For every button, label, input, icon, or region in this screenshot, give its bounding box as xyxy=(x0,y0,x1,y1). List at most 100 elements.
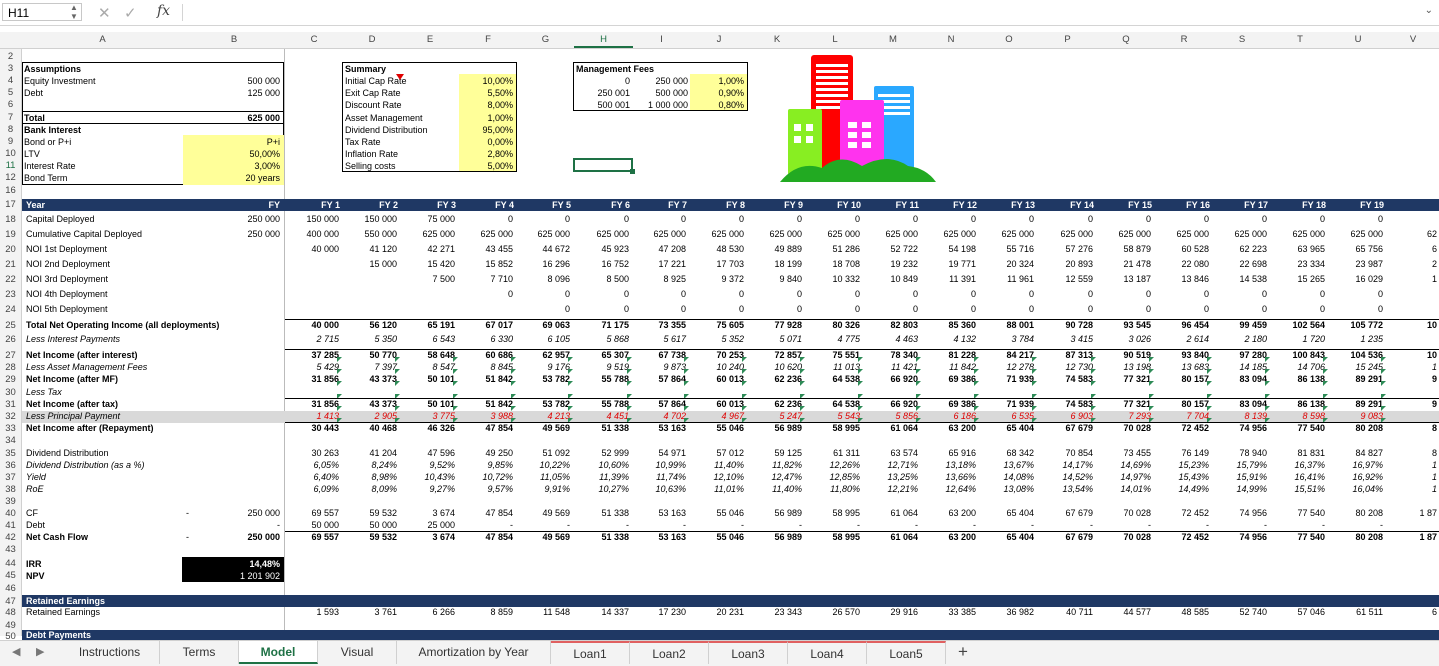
table-cell[interactable]: 5 868 xyxy=(606,334,629,344)
error-flag-icon[interactable] xyxy=(627,381,632,386)
table-cell[interactable]: 74 956 xyxy=(1239,532,1267,542)
table-cell[interactable]: 49 250 xyxy=(485,448,513,458)
table-cell[interactable]: 9,27% xyxy=(429,484,455,494)
table-cell[interactable]: 0 xyxy=(680,304,686,314)
table-cell[interactable]: 93 545 xyxy=(1123,320,1151,330)
table-cell[interactable]: 54 198 xyxy=(948,244,976,254)
table-cell[interactable]: 0 xyxy=(1261,214,1267,224)
table-cell[interactable]: 4 132 xyxy=(953,334,976,344)
sheet-tab-loan5[interactable]: Loan5 xyxy=(867,641,946,664)
table-cell[interactable]: 78 940 xyxy=(1239,448,1267,458)
table-cell[interactable]: - xyxy=(1148,520,1151,530)
table-cell[interactable]: 45 923 xyxy=(601,244,629,254)
table-cell[interactable]: 8 139 xyxy=(1244,411,1267,421)
table-cell[interactable]: 5 543 xyxy=(837,411,860,421)
error-flag-icon[interactable] xyxy=(858,394,863,399)
table-cell[interactable]: 72 857 xyxy=(774,350,802,360)
table-cell[interactable]: 1 235 xyxy=(1360,334,1383,344)
table-cell[interactable]: 16 296 xyxy=(542,259,570,269)
table-cell[interactable]: 6 330 xyxy=(490,334,513,344)
table-cell[interactable]: 8 500 xyxy=(606,274,629,284)
error-flag-icon[interactable] xyxy=(1091,418,1096,423)
table-cell[interactable]: 21 478 xyxy=(1123,259,1151,269)
table-cell[interactable]: 81 831 xyxy=(1297,448,1325,458)
error-flag-icon[interactable] xyxy=(1149,418,1154,423)
table-cell[interactable]: 69 386 xyxy=(948,399,976,409)
table-cell[interactable]: 44 672 xyxy=(542,244,570,254)
row-header-32[interactable]: 32 xyxy=(5,411,16,422)
table-cell[interactable]: 23 334 xyxy=(1297,259,1325,269)
column-header-q[interactable]: Q xyxy=(1122,34,1130,45)
row-header-31[interactable]: 31 xyxy=(5,399,16,410)
table-cell[interactable]: 13 846 xyxy=(1181,274,1209,284)
table-cell[interactable]: 10,63% xyxy=(655,484,686,494)
row-overflow-cell[interactable]: 1 xyxy=(1431,460,1437,470)
error-flag-icon[interactable] xyxy=(337,418,342,423)
table-cell[interactable]: 67 679 xyxy=(1065,423,1093,433)
table-cell[interactable]: 57 012 xyxy=(716,448,744,458)
error-flag-icon[interactable] xyxy=(1207,406,1212,411)
table-cell[interactable]: 14 337 xyxy=(601,607,629,617)
sheet-tab-model[interactable]: Model xyxy=(239,641,318,664)
table-cell[interactable]: 0 xyxy=(1319,214,1325,224)
table-cell[interactable]: 150 000 xyxy=(364,214,397,224)
table-cell[interactable]: 59 532 xyxy=(369,508,397,518)
row-header-24[interactable]: 24 xyxy=(5,304,16,315)
table-cell[interactable]: 15 245 xyxy=(1355,362,1383,372)
row-header-12[interactable]: 12 xyxy=(5,172,16,183)
column-header-f[interactable]: F xyxy=(485,34,491,45)
column-header-l[interactable]: L xyxy=(832,34,838,45)
fee-to[interactable]: 250 000 xyxy=(655,76,688,86)
table-cell[interactable]: 22 080 xyxy=(1181,259,1209,269)
table-cell[interactable]: 13,66% xyxy=(945,472,976,482)
error-flag-icon[interactable] xyxy=(1032,369,1037,374)
table-cell[interactable]: 100 843 xyxy=(1292,350,1325,360)
table-cell[interactable]: 0 xyxy=(1087,214,1093,224)
table-cell[interactable]: 0 xyxy=(1145,214,1151,224)
table-cell[interactable]: 14,99% xyxy=(1236,484,1267,494)
column-header-k[interactable]: K xyxy=(773,34,781,45)
table-cell[interactable]: 0 xyxy=(738,214,744,224)
table-cell[interactable]: 70 028 xyxy=(1123,532,1151,542)
error-flag-icon[interactable] xyxy=(1323,369,1328,374)
column-header-n[interactable]: N xyxy=(947,34,955,45)
summary-value[interactable]: 2,80% xyxy=(487,149,513,160)
table-cell[interactable]: 71 175 xyxy=(601,320,629,330)
table-cell[interactable]: 13,08% xyxy=(1003,484,1034,494)
table-cell[interactable]: 10,27% xyxy=(598,484,629,494)
table-cell[interactable]: 8 547 xyxy=(432,362,455,372)
table-cell[interactable]: - xyxy=(1090,520,1093,530)
error-flag-icon[interactable] xyxy=(568,394,573,399)
error-flag-icon[interactable] xyxy=(627,394,632,399)
table-cell[interactable]: 50 101 xyxy=(427,374,455,384)
fee-to[interactable]: 1 000 000 xyxy=(647,100,688,110)
table-cell[interactable]: 17 230 xyxy=(658,607,686,617)
sheet-tab-loan3[interactable]: Loan3 xyxy=(709,641,788,664)
row-header-34[interactable]: 34 xyxy=(5,435,16,446)
table-cell[interactable]: 14 706 xyxy=(1297,362,1325,372)
table-cell[interactable]: 77 540 xyxy=(1297,508,1325,518)
table-cell[interactable]: 61 064 xyxy=(890,423,918,433)
table-cell[interactable]: 51 842 xyxy=(485,399,513,409)
table-cell[interactable]: 70 854 xyxy=(1065,448,1093,458)
column-header-t[interactable]: T xyxy=(1297,34,1303,45)
table-cell[interactable]: 625 000 xyxy=(1176,229,1209,239)
row-header-40[interactable]: 40 xyxy=(5,508,16,519)
table-cell[interactable]: 0 xyxy=(796,214,802,224)
table-cell[interactable]: - xyxy=(741,520,744,530)
table-cell[interactable]: 53 782 xyxy=(542,399,570,409)
table-cell[interactable]: 2 715 xyxy=(316,334,339,344)
error-flag-icon[interactable] xyxy=(1207,357,1212,362)
table-cell[interactable]: 0 xyxy=(1261,289,1267,299)
table-cell[interactable]: 53 163 xyxy=(658,423,686,433)
table-cell[interactable]: 2 905 xyxy=(374,411,397,421)
table-cell[interactable]: 69 557 xyxy=(311,532,339,542)
table-cell[interactable]: 12,26% xyxy=(829,460,860,470)
error-flag-icon[interactable] xyxy=(1265,381,1270,386)
table-cell[interactable]: 33 385 xyxy=(948,607,976,617)
table-cell[interactable]: 13,18% xyxy=(945,460,976,470)
error-flag-icon[interactable] xyxy=(1265,418,1270,423)
table-cell[interactable]: 20 231 xyxy=(716,607,744,617)
table-cell[interactable]: 26 570 xyxy=(832,607,860,617)
table-cell[interactable]: 85 360 xyxy=(948,320,976,330)
